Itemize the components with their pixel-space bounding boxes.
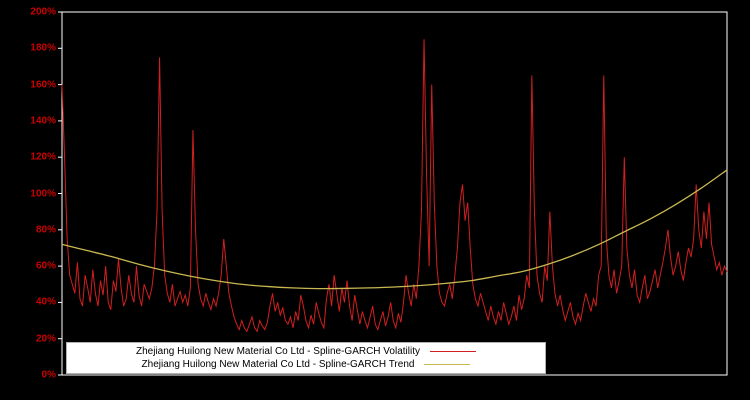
y-tick-label: 160% — [30, 79, 56, 91]
y-tick-label: 100% — [30, 188, 56, 199]
y-tick-label: 40% — [35, 296, 56, 308]
legend-row-volatility: Zhejiang Huilong New Material Co Ltd - S… — [71, 345, 541, 358]
legend-line-trend-icon — [424, 364, 471, 365]
volatility-series-line — [61, 39, 728, 333]
y-tick-label: 20% — [35, 333, 56, 345]
y-tick-label: 120% — [30, 151, 56, 163]
y-tick-label: 0% — [41, 369, 56, 381]
legend-label-trend: Zhejiang Huilong New Material Co Ltd - S… — [141, 359, 415, 370]
legend-line-volatility-icon — [430, 351, 476, 352]
y-tick-label: 180% — [30, 42, 56, 54]
legend-label-volatility: Zhejiang Huilong New Material Co Ltd - S… — [135, 346, 420, 357]
y-tick-label: 80% — [35, 224, 56, 236]
legend-row-trend: Zhejiang Huilong New Material Co Ltd - S… — [71, 358, 541, 371]
y-tick-label: 140% — [30, 115, 56, 127]
y-tick-label: 200% — [30, 6, 56, 18]
legend: Zhejiang Huilong New Material Co Ltd - S… — [66, 342, 546, 374]
y-tick-label: 60% — [35, 260, 56, 272]
trend-series-line — [61, 169, 728, 290]
